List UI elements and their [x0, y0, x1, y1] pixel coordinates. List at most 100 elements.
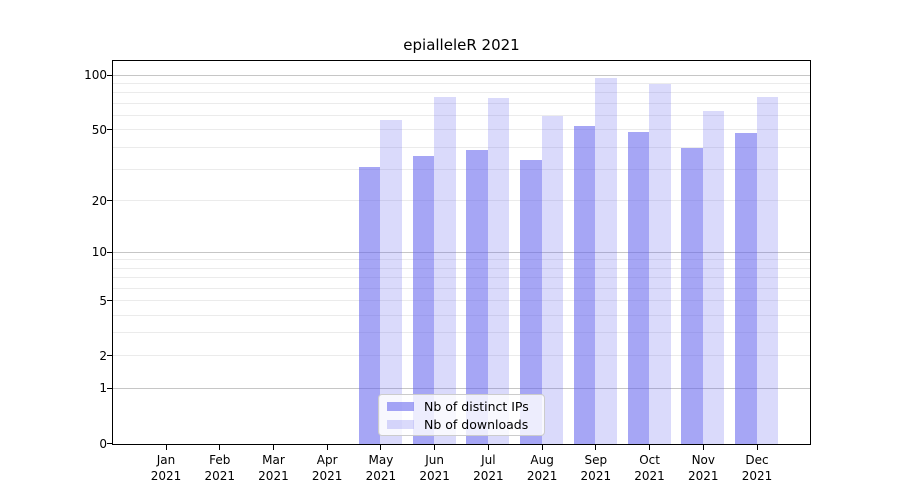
x-tick-year: 2021	[741, 469, 773, 483]
legend-label-downloads: Nb of downloads	[424, 416, 529, 432]
gridline-minor	[113, 102, 810, 104]
gridline-minor	[113, 287, 810, 289]
y-tick-label: 100	[84, 68, 107, 83]
x-tick-month: Apr	[316, 453, 338, 467]
bar-downloads	[434, 97, 456, 444]
bar-distinct-ips	[573, 125, 596, 444]
gridline-minor	[113, 146, 810, 148]
x-tick-label: Jan 2021	[138, 452, 194, 484]
x-tick-mark	[541, 445, 543, 450]
gridline-minor	[113, 332, 810, 334]
bar-distinct-ips	[466, 149, 488, 444]
x-tick-year: 2021	[311, 469, 343, 483]
bar-downloads	[756, 97, 779, 444]
gridline-minor	[113, 83, 810, 85]
x-tick-month: Aug	[530, 453, 554, 467]
y-tick-mark	[107, 251, 112, 253]
bar-downloads	[487, 98, 510, 444]
x-tick-year: 2021	[580, 469, 612, 483]
y-tick-mark	[107, 355, 112, 357]
gridline-minor	[113, 168, 810, 170]
x-tick-month: Feb	[209, 453, 231, 467]
gridline-minor	[113, 114, 810, 116]
gridline-minor	[113, 259, 810, 261]
gridline-minor	[113, 355, 810, 357]
x-tick-label: Sep 2021	[568, 452, 624, 484]
y-tick-label: 50	[91, 122, 107, 137]
x-tick-month: Jun	[425, 453, 445, 467]
x-tick-label: Aug 2021	[514, 452, 570, 484]
bar-downloads	[702, 110, 725, 444]
plot-area	[112, 60, 811, 445]
x-tick-label: Mar 2021	[245, 452, 301, 484]
bar-downloads	[380, 120, 402, 444]
x-tick-mark	[434, 445, 436, 450]
bar-distinct-ips	[735, 133, 757, 444]
x-tick-mark	[595, 445, 597, 450]
x-tick-mark	[219, 445, 221, 450]
y-tick-mark	[107, 387, 112, 389]
x-tick-year: 2021	[634, 469, 665, 483]
x-tick-mark	[380, 445, 382, 450]
x-tick-month: Dec	[745, 453, 769, 467]
x-tick-mark	[756, 445, 758, 450]
x-tick-label: Feb 2021	[192, 452, 248, 484]
gridline-minor	[113, 267, 810, 269]
bar-downloads	[541, 116, 564, 444]
x-tick-year: 2021	[258, 469, 289, 483]
x-tick-mark	[326, 445, 328, 450]
gridline-major	[113, 74, 810, 76]
y-tick-label: 10	[91, 245, 107, 260]
bar-distinct-ips	[520, 160, 542, 444]
legend-swatch-downloads	[387, 419, 414, 429]
x-tick-year: 2021	[419, 469, 450, 483]
bar-distinct-ips	[412, 155, 435, 444]
gridline-minor	[113, 300, 810, 302]
x-tick-year: 2021	[688, 469, 719, 483]
x-tick-month: Oct	[639, 453, 660, 467]
y-tick-label: 0	[99, 436, 107, 451]
x-tick-mark	[702, 445, 704, 450]
gridline-major	[113, 387, 810, 389]
x-tick-label: Jul 2021	[460, 452, 516, 484]
bar-distinct-ips	[627, 131, 650, 444]
y-tick-label: 20	[91, 193, 107, 208]
x-tick-month: May	[368, 453, 394, 467]
legend-label-distinct-ips: Nb of distinct IPs	[424, 398, 529, 414]
bar-distinct-ips	[681, 147, 703, 444]
bar-downloads	[595, 78, 617, 444]
gridline-minor	[113, 92, 810, 94]
gridline-minor	[113, 314, 810, 316]
legend-swatch-distinct-ips	[387, 401, 414, 411]
gridline-minor	[113, 277, 810, 279]
gridline-minor	[113, 129, 810, 131]
legend-item-distinct-ips: Nb of distinct IPs	[387, 398, 536, 414]
x-tick-year: 2021	[473, 469, 504, 483]
x-tick-mark	[272, 445, 274, 450]
x-tick-mark	[165, 445, 167, 450]
x-tick-month: Sep	[584, 453, 608, 467]
x-tick-label: Apr 2021	[299, 452, 355, 484]
x-tick-year: 2021	[365, 469, 397, 483]
x-tick-month: Mar	[262, 453, 285, 467]
y-tick-mark	[107, 129, 112, 131]
x-tick-mark	[487, 445, 489, 450]
y-tick-mark	[107, 300, 112, 302]
legend: Nb of distinct IPs Nb of downloads	[378, 394, 545, 436]
bar-downloads	[649, 84, 671, 444]
x-tick-label: Nov 2021	[675, 452, 731, 484]
y-tick-mark	[107, 74, 112, 76]
x-tick-label: May 2021	[353, 452, 409, 484]
x-tick-year: 2021	[150, 469, 182, 483]
x-tick-month: Jan	[156, 453, 176, 467]
legend-item-downloads: Nb of downloads	[387, 416, 536, 432]
y-tick-label: 2	[99, 348, 107, 363]
y-tick-mark	[107, 443, 112, 444]
y-tick-label: 1	[99, 381, 107, 396]
x-tick-year: 2021	[204, 469, 235, 483]
x-tick-label: Jun 2021	[407, 452, 463, 484]
y-tick-label: 5	[99, 293, 107, 308]
x-tick-label: Dec 2021	[729, 452, 785, 484]
gridline-major	[113, 251, 810, 253]
